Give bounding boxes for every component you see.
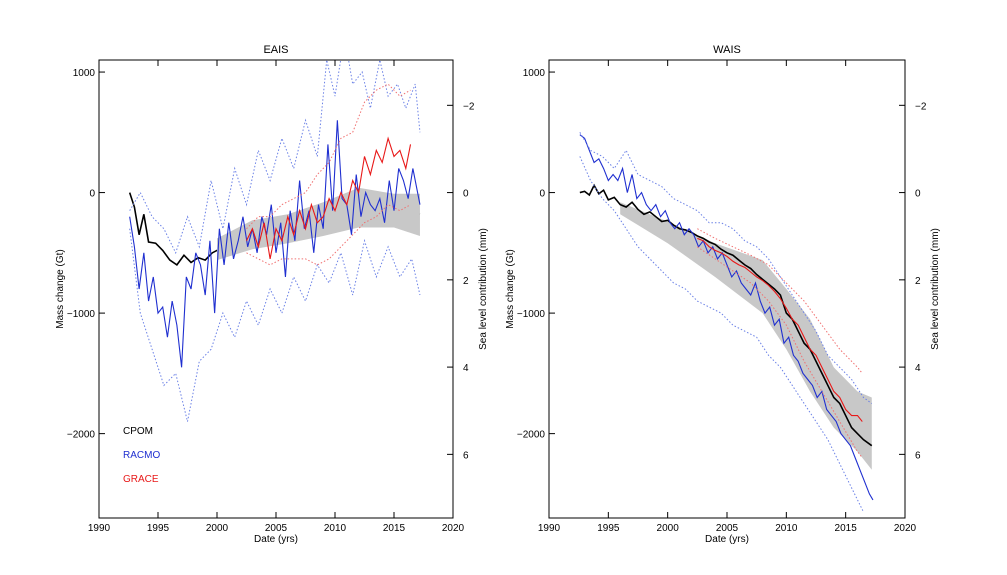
y-right-tick-label: −2 [463, 101, 475, 112]
x-tick-label: 2015 [383, 523, 406, 534]
x-tick-label: 2020 [894, 523, 917, 534]
y-tick-label: 0 [89, 189, 95, 200]
panel-title: EAIS [263, 44, 288, 56]
x-tick-label: 2015 [835, 523, 858, 534]
y-axis-right-label: Sea level contribution (mm) [930, 228, 941, 350]
y-right-tick-label: 0 [463, 189, 469, 200]
x-tick-label: 2010 [324, 523, 347, 534]
series-line-grace [246, 136, 412, 259]
series-line-racmo-uncertainty-upper [579, 132, 873, 404]
series-band-cpom-uncertainty [620, 202, 872, 470]
y-axis-right-label: Sea level contribution (mm) [478, 228, 489, 350]
panel-title: WAIS [713, 44, 741, 56]
x-axis-label: Date (yrs) [254, 534, 298, 545]
x-tick-label: 1995 [147, 523, 170, 534]
y-tick-label: −2000 [67, 430, 96, 441]
y-tick-label: 1000 [73, 68, 96, 79]
series-line-cpom [579, 183, 873, 447]
data-layer [128, 60, 421, 422]
legend-entry-grace: GRACE [123, 474, 159, 485]
series-line-grace-uncertainty-upper [697, 228, 863, 374]
series-line-grace-uncertainty-lower [697, 246, 863, 459]
x-tick-label: 2005 [716, 523, 739, 534]
x-tick-label: 1995 [597, 523, 620, 534]
y-right-tick-label: 4 [915, 363, 921, 374]
y-tick-label: −1000 [517, 309, 546, 320]
x-axis-label: Date (yrs) [705, 534, 749, 545]
panel-eais: EAIS 1990 1995 2000 2005 2010 2015 2020 −2000 −1… [55, 44, 489, 545]
series-line-racmo [579, 134, 874, 501]
x-tick-label: 2000 [206, 523, 229, 534]
x-tick-label: 1990 [88, 523, 111, 534]
legend-entry-racmo: RACMO [123, 450, 160, 461]
plot-area: 1990 1995 2000 2005 2010 2015 2020 −2000 −1000 0 1… [67, 59, 475, 534]
x-tick-label: 2005 [265, 523, 288, 534]
y-right-tick-label: 2 [915, 276, 921, 287]
x-tick-label: 2010 [775, 523, 798, 534]
series-line-racmo-uncertainty-upper [129, 60, 421, 255]
y-right-tick-label: 6 [463, 450, 469, 461]
series-line-racmo-uncertainty-lower [129, 228, 421, 422]
y-right-tick-label: 0 [915, 189, 921, 200]
data-layer [579, 132, 874, 513]
y-axis-label: Mass change (Gt) [505, 249, 516, 328]
series-line-racmo [129, 120, 421, 368]
plot-area: 1990 1995 2000 2005 2010 2015 2020 −2000 −1000 0 1… [517, 59, 927, 534]
y-right-tick-label: 4 [463, 363, 469, 374]
y-right-tick-label: 2 [463, 276, 469, 287]
y-tick-label: −2000 [517, 430, 546, 441]
legend-entry-cpom: CPOM [123, 426, 153, 437]
x-tick-label: 2020 [442, 523, 465, 534]
series-line-grace-uncertainty-lower [246, 204, 411, 266]
y-right-tick-label: 6 [915, 450, 921, 461]
y-tick-label: 0 [539, 189, 545, 200]
x-tick-label: 2000 [657, 523, 680, 534]
panel-wais: WAIS 1990 1995 2000 2005 2010 2015 2020 −2000 −1… [505, 44, 941, 545]
y-right-tick-label: −2 [915, 101, 927, 112]
series-line-grace [697, 237, 863, 422]
y-tick-label: 1000 [523, 68, 546, 79]
y-axis-label: Mass change (Gt) [55, 249, 66, 328]
y-tick-label: −1000 [67, 309, 96, 320]
x-tick-label: 1990 [538, 523, 561, 534]
legend: CPOM RACMO GRACE [123, 426, 160, 485]
